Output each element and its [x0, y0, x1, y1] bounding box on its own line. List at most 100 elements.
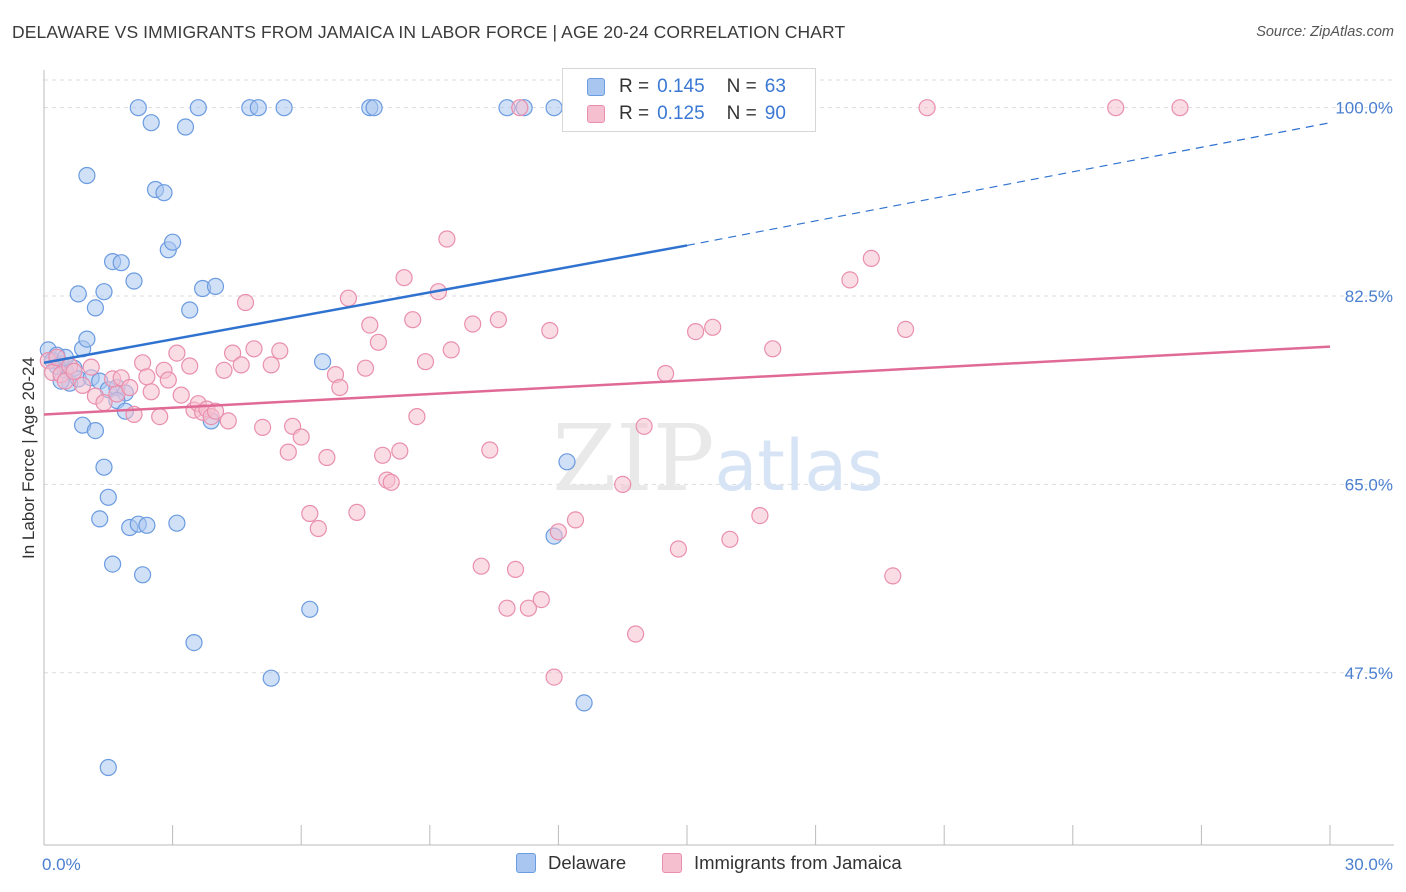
delaware-point — [129, 99, 147, 117]
delaware-point — [86, 299, 105, 317]
jamaica-point — [219, 412, 237, 430]
jamaica-point — [232, 356, 250, 374]
jamaica-point — [481, 441, 499, 459]
delaware-point — [301, 600, 319, 618]
legend-swatch-jamaica — [662, 853, 682, 873]
delaware-point — [206, 277, 225, 295]
jamaica-point — [374, 446, 392, 464]
jamaica-point — [472, 557, 490, 575]
chart-title: DELAWARE VS IMMIGRANTS FROM JAMAICA IN L… — [12, 22, 846, 42]
jamaica-point — [151, 408, 169, 426]
delaware-point — [112, 254, 130, 272]
jamaica-point — [236, 293, 255, 312]
jamaica-point — [369, 333, 387, 351]
jamaica-point — [404, 311, 422, 329]
jamaica-point — [121, 378, 139, 397]
jamaica-point — [408, 408, 426, 426]
jamaica-point — [245, 340, 263, 358]
delaware-point — [95, 283, 113, 301]
delaware-point — [125, 272, 143, 290]
jamaica-point — [464, 315, 482, 333]
legend-swatch-jamaica — [587, 105, 605, 123]
watermark: ZIPatlas — [552, 405, 883, 512]
jamaica-point — [206, 402, 225, 420]
jamaica-point — [395, 269, 413, 287]
watermark-atlas: atlas — [715, 425, 884, 507]
delaware-point — [86, 422, 105, 440]
delaware-point — [249, 99, 267, 117]
delaware-point — [78, 330, 96, 348]
jamaica-point — [73, 376, 92, 394]
delaware-trend-line — [43, 244, 688, 365]
jamaica-point — [279, 443, 297, 461]
legend-row-delaware: R = 0.145 N = 63 — [587, 75, 786, 99]
axes — [43, 70, 1394, 846]
delaware-point — [558, 453, 576, 471]
jamaica-point — [511, 99, 529, 117]
jamaica-point — [635, 417, 653, 435]
series-delaware-points — [39, 99, 636, 777]
delaware-point — [181, 301, 199, 319]
jamaica-point — [416, 353, 435, 371]
series-legend: Delaware Immigrants from Jamaica — [0, 852, 1406, 878]
jamaica-point — [656, 364, 675, 383]
jamaica-point — [254, 418, 272, 436]
jamaica-point — [918, 99, 936, 117]
delaware-trend-extension — [686, 122, 1331, 247]
jamaica-point — [498, 599, 516, 617]
legend-r-value-jamaica: 0.125 — [657, 103, 705, 124]
delaware-point — [176, 118, 195, 136]
jamaica-point — [215, 361, 233, 379]
jamaica-point — [142, 383, 160, 401]
x-tick-label: 0.0% — [42, 855, 81, 874]
delaware-point — [103, 555, 122, 573]
legend-row-jamaica: R = 0.125 N = 90 — [587, 102, 786, 126]
jamaica-point — [271, 342, 289, 360]
jamaica-point — [545, 668, 563, 686]
jamaica-point — [382, 473, 400, 491]
jamaica-point — [348, 503, 366, 522]
jamaica-point — [262, 356, 280, 374]
jamaica-point — [489, 311, 507, 329]
jamaica-point — [82, 358, 100, 376]
jamaica-point — [686, 323, 705, 341]
delaware-point — [314, 353, 332, 371]
jamaica-trend-line — [43, 345, 1331, 416]
legend-n-value-delaware: 63 — [764, 76, 786, 97]
delaware-point — [575, 694, 593, 712]
delaware-point — [168, 514, 186, 532]
jamaica-point — [626, 625, 645, 643]
jamaica-point — [438, 230, 456, 248]
series-jamaica-points — [39, 99, 1189, 686]
legend-item-delaware[interactable]: Delaware — [516, 852, 626, 874]
jamaica-point — [301, 504, 319, 523]
delaware-point — [99, 758, 117, 777]
trend-lines — [43, 122, 1331, 416]
x-tick-labels: 0.0% 30.0% — [42, 855, 1393, 874]
gridlines — [44, 79, 1394, 674]
jamaica-point — [292, 428, 310, 446]
legend-item-jamaica[interactable]: Immigrants from Jamaica — [662, 852, 902, 874]
y-tick-label: 65.0% — [1345, 475, 1393, 494]
jamaica-point — [339, 289, 357, 307]
jamaica-point — [566, 511, 585, 529]
jamaica-point — [138, 368, 156, 386]
delaware-point — [138, 516, 156, 534]
jamaica-point — [506, 560, 525, 579]
watermark-zip: ZIP — [552, 405, 714, 512]
delaware-point — [134, 566, 152, 584]
jamaica-point — [318, 448, 336, 467]
jamaica-point — [309, 519, 327, 538]
y-axis-label: In Labor Force | Age 20-24 — [19, 357, 38, 559]
legend-label-jamaica: Immigrants from Jamaica — [694, 852, 902, 873]
jamaica-point — [172, 386, 190, 404]
delaware-point — [95, 458, 113, 476]
delaware-point — [164, 233, 182, 251]
legend-swatch-delaware — [516, 853, 536, 873]
jamaica-point — [862, 249, 880, 267]
jamaica-point — [168, 344, 186, 362]
jamaica-point — [841, 271, 859, 289]
jamaica-point — [181, 357, 199, 375]
jamaica-point — [532, 590, 550, 609]
